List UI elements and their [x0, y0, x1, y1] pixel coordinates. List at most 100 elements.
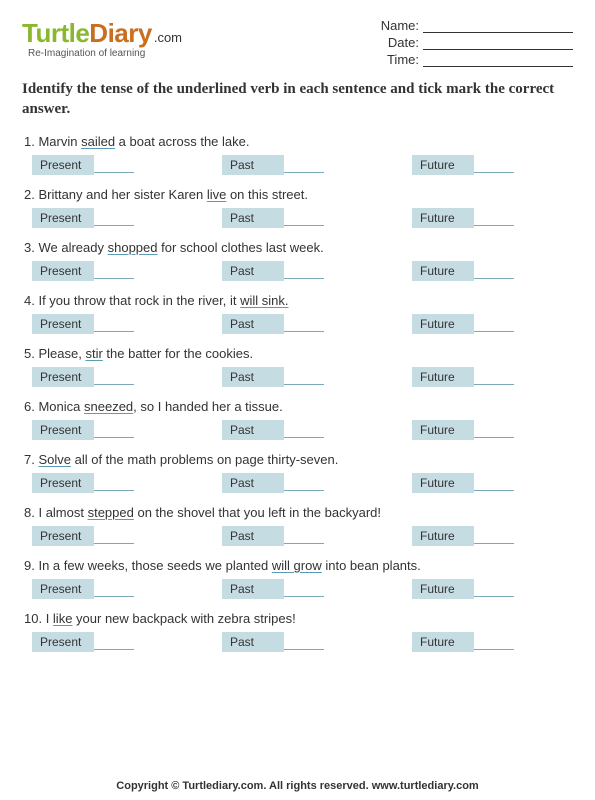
underlined-verb: like	[53, 611, 73, 626]
option-future[interactable]: Future	[412, 579, 514, 599]
underlined-verb: sailed	[81, 134, 115, 149]
option-blank[interactable]	[94, 277, 134, 279]
option-past[interactable]: Past	[222, 314, 324, 334]
option-past[interactable]: Past	[222, 632, 324, 652]
option-future[interactable]: Future	[412, 420, 514, 440]
option-blank[interactable]	[474, 436, 514, 438]
option-future[interactable]: Future	[412, 261, 514, 281]
option-blank[interactable]	[474, 330, 514, 332]
option-blank[interactable]	[94, 224, 134, 226]
underlined-verb: stepped	[88, 505, 134, 520]
option-present[interactable]: Present	[32, 208, 134, 228]
logo: TurtleDiary.com Re-Imagination of learni…	[22, 18, 182, 69]
question-text: 8. I almost stepped on the shovel that y…	[24, 505, 573, 520]
option-blank[interactable]	[284, 330, 324, 332]
option-blank[interactable]	[94, 648, 134, 650]
option-blank[interactable]	[94, 436, 134, 438]
option-past[interactable]: Past	[222, 367, 324, 387]
option-present[interactable]: Present	[32, 261, 134, 281]
underlined-verb: will grow	[272, 558, 322, 573]
option-blank[interactable]	[284, 436, 324, 438]
question-text: 10. I like your new backpack with zebra …	[24, 611, 573, 626]
option-blank[interactable]	[284, 489, 324, 491]
option-past[interactable]: Past	[222, 208, 324, 228]
option-label: Future	[412, 526, 474, 546]
option-future[interactable]: Future	[412, 314, 514, 334]
option-blank[interactable]	[284, 383, 324, 385]
underlined-verb: Solve	[38, 452, 71, 467]
option-past[interactable]: Past	[222, 420, 324, 440]
option-past[interactable]: Past	[222, 155, 324, 175]
options-row: Present Past Future	[32, 473, 573, 493]
option-blank[interactable]	[94, 595, 134, 597]
option-blank[interactable]	[474, 224, 514, 226]
option-blank[interactable]	[284, 648, 324, 650]
option-blank[interactable]	[474, 648, 514, 650]
time-blank[interactable]	[423, 53, 573, 67]
options-row: Present Past Future	[32, 526, 573, 546]
question-5: 5. Please, stir the batter for the cooki…	[22, 346, 573, 387]
question-1: 1. Marvin sailed a boat across the lake.…	[22, 134, 573, 175]
option-label: Present	[32, 473, 94, 493]
instructions: Identify the tense of the underlined ver…	[22, 79, 573, 120]
option-blank[interactable]	[94, 542, 134, 544]
option-past[interactable]: Past	[222, 526, 324, 546]
option-blank[interactable]	[94, 489, 134, 491]
option-blank[interactable]	[474, 489, 514, 491]
logo-turtle: Turtle	[22, 18, 89, 48]
underlined-verb: stir	[85, 346, 102, 361]
option-label: Present	[32, 526, 94, 546]
option-past[interactable]: Past	[222, 579, 324, 599]
option-label: Future	[412, 420, 474, 440]
underlined-verb: sneezed	[84, 399, 133, 414]
option-future[interactable]: Future	[412, 526, 514, 546]
option-present[interactable]: Present	[32, 632, 134, 652]
name-blank[interactable]	[423, 19, 573, 33]
option-present[interactable]: Present	[32, 526, 134, 546]
question-text: 3. We already shopped for school clothes…	[24, 240, 573, 255]
option-label: Future	[412, 632, 474, 652]
option-blank[interactable]	[94, 330, 134, 332]
option-label: Past	[222, 473, 284, 493]
option-present[interactable]: Present	[32, 579, 134, 599]
option-label: Future	[412, 314, 474, 334]
option-future[interactable]: Future	[412, 208, 514, 228]
question-text: 6. Monica sneezed, so I handed her a tis…	[24, 399, 573, 414]
date-blank[interactable]	[423, 36, 573, 50]
option-present[interactable]: Present	[32, 367, 134, 387]
option-future[interactable]: Future	[412, 473, 514, 493]
question-text: 9. In a few weeks, those seeds we plante…	[24, 558, 573, 573]
option-blank[interactable]	[284, 595, 324, 597]
option-blank[interactable]	[284, 224, 324, 226]
option-blank[interactable]	[94, 383, 134, 385]
option-present[interactable]: Present	[32, 473, 134, 493]
option-future[interactable]: Future	[412, 155, 514, 175]
option-blank[interactable]	[284, 277, 324, 279]
option-present[interactable]: Present	[32, 314, 134, 334]
question-post: on this street.	[226, 187, 308, 202]
option-past[interactable]: Past	[222, 261, 324, 281]
option-blank[interactable]	[474, 542, 514, 544]
question-number: 7.	[24, 452, 38, 467]
info-fields: Name: Date: Time:	[381, 18, 573, 69]
underlined-verb: will sink.	[240, 293, 288, 308]
option-blank[interactable]	[474, 595, 514, 597]
option-past[interactable]: Past	[222, 473, 324, 493]
option-label: Past	[222, 261, 284, 281]
option-blank[interactable]	[474, 277, 514, 279]
option-present[interactable]: Present	[32, 420, 134, 440]
question-pre: In a few weeks, those seeds we planted	[38, 558, 271, 573]
question-number: 3.	[24, 240, 38, 255]
option-future[interactable]: Future	[412, 367, 514, 387]
option-future[interactable]: Future	[412, 632, 514, 652]
option-blank[interactable]	[474, 383, 514, 385]
option-present[interactable]: Present	[32, 155, 134, 175]
question-text: 2. Brittany and her sister Karen live on…	[24, 187, 573, 202]
option-blank[interactable]	[284, 542, 324, 544]
option-blank[interactable]	[94, 171, 134, 173]
option-blank[interactable]	[474, 171, 514, 173]
header: TurtleDiary.com Re-Imagination of learni…	[22, 18, 573, 69]
options-row: Present Past Future	[32, 314, 573, 334]
question-number: 6.	[24, 399, 38, 414]
option-blank[interactable]	[284, 171, 324, 173]
